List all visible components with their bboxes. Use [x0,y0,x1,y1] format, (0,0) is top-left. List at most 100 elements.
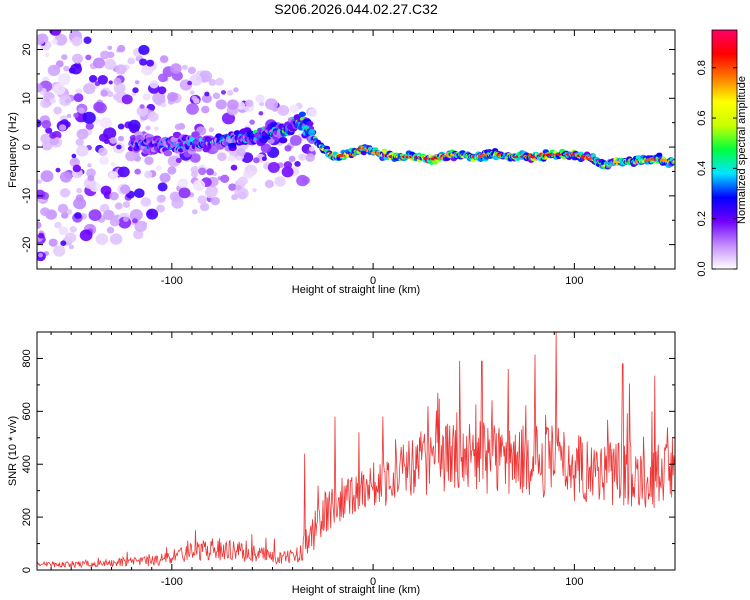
figure-title: S206.2026.044.02.27.C32 [274,1,438,17]
x-tick-label: -100 [161,275,183,287]
spectrogram-cell [170,63,182,74]
spectrogram-cell [215,77,225,86]
spectrogram-cell [37,179,42,184]
spectrogram-cell [41,120,52,129]
spectrogram-cell [74,212,82,219]
colorbar-ticks: 0.0 0.2 0.4 0.6 0.8 [696,60,737,277]
x-tick-label: 0 [370,275,376,287]
snr-frame [36,331,676,571]
spectrogram-cell [255,94,265,103]
spectrogram-cell [227,155,236,162]
spectrogram-cell [284,145,292,152]
spectrogram-cell [63,65,70,72]
spectrogram-cell [108,80,113,85]
spectrogram-cell [198,167,207,176]
x-tick-label: 0 [370,576,376,588]
spectrogram-cell [99,156,109,165]
spectrogram-cell [228,183,237,191]
spectrogram-cell [125,151,137,162]
spectrogram-cell [133,229,144,240]
spectrogram-cell [307,108,318,118]
spectrogram-cell [147,111,159,122]
spectrogram-cell [103,138,110,144]
spectrogram-cell [138,44,150,56]
snr-xlabel: Height of straight line (km) [292,584,420,596]
spectrogram-cell [59,171,73,183]
spectrogram-cell [281,166,294,178]
spectrogram-cell [167,166,177,175]
spectrogram-cell [174,123,183,131]
spectrogram-cell [141,64,154,76]
spectrogram-cell [109,217,120,227]
y-tick-label: 200 [21,508,33,526]
spectrogram-cell [59,94,72,107]
spectrogram-cell [139,104,145,109]
spectrogram-cell [49,136,59,146]
spectrogram-cell [72,164,82,173]
spectrogram-cell [58,124,67,131]
spectrogram-cell [199,202,210,212]
spectrogram-cell [192,209,198,215]
snr-ylabel: SNR (10 * v/v) [7,416,19,486]
spectrogram-cell [258,111,264,116]
spectrogram-cell [44,52,50,57]
x-tick-label: 100 [565,576,583,588]
spectrogram-cell [54,221,62,229]
spectrogram-cell [215,99,227,110]
spectrogram-cell [76,145,89,157]
spectrogram-cell [89,75,98,83]
spectrogram-cell [186,103,199,115]
spectrogram-cell [107,45,113,50]
spectrogram-cell [230,164,238,171]
spectrogram-cell [57,73,71,85]
spectrogram-cell [37,83,43,93]
spectrogram-cell [145,125,151,131]
spectrogram-cell [113,82,126,94]
spectrogram-cell [73,112,79,118]
spectrogram-cell [134,188,145,198]
spectrogram-cell [47,64,61,77]
spectrogram-cell [227,89,234,96]
spectrogram-cell [37,221,42,229]
spectrogram-cell [109,137,118,144]
snr-ticks: -100 0 100 0 200 400 600 800 [21,331,676,588]
spectrogram-cell [116,144,122,150]
spectrogram-cell [98,147,108,157]
spectrogram-cell [243,169,254,179]
spectrogram-cell [253,157,260,164]
spectrogram-cell [93,57,105,69]
spectrogram-cell [117,44,126,53]
spectrogram-cell [37,34,46,46]
spectrogram-cell [86,168,96,178]
y-tick-label: -10 [21,188,33,204]
spectrogram-cell [298,153,307,161]
spectrogram-cell [76,128,89,140]
spectrogram-cell [210,196,220,206]
spectrogram-cell [206,168,215,176]
y-tick-label: 10 [21,92,33,104]
spectrogram-cell [66,113,72,118]
spectrogram-cell [132,87,139,94]
spectrogram-cell [220,174,230,183]
colorbar-tick-label: 0.2 [696,211,708,226]
spectrogram-cell [208,127,214,133]
spectrogram-cell [75,138,85,146]
spectrogram-cell [117,123,125,130]
spectrogram-cell [122,216,129,222]
spectrogram-frame [36,29,676,270]
spectrogram-cell [100,89,109,97]
spectrogram-cell [99,117,113,129]
spectrogram-cell [288,155,296,162]
spectrogram-cell [53,245,66,257]
spectrogram-cell [191,95,198,101]
spectrogram-cell [235,184,242,191]
spectrogram-cell [672,160,675,163]
spectrogram-cell [167,92,178,102]
spectrogram-cell [274,176,286,187]
spectrogram-cell [204,187,218,199]
spectrogram-cell [83,83,96,95]
spectrogram-cell [157,182,168,192]
spectrogram-cell [158,73,168,83]
spectrogram-cell [178,187,191,199]
colorbar-tick-label: 0.4 [696,161,708,176]
